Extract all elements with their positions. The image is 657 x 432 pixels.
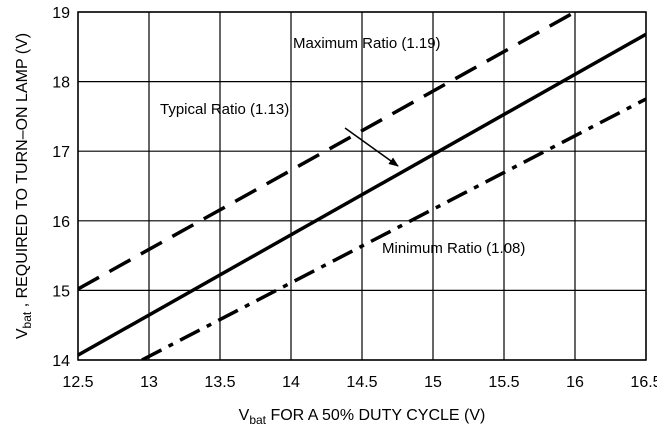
y-tick-label: 15 [52, 283, 70, 300]
x-tick-label: 14.5 [346, 374, 377, 391]
x-axis-title: Vbat FOR A 50% DUTY CYCLE (V) [239, 407, 486, 427]
y-tick-label: 17 [52, 144, 70, 161]
y-tick-label: 19 [52, 5, 70, 22]
x-tick-label: 15 [424, 374, 442, 391]
x-tick-labels: 12.5 13 13.5 14 14.5 15 15.5 16 16.5 [62, 374, 657, 391]
series-line-dashed [78, 12, 576, 291]
x-tick-label: 15.5 [488, 374, 519, 391]
y-tick-labels: 14 15 16 17 18 19 [52, 5, 70, 370]
plot-frame [77, 11, 647, 361]
y-axis-title: Vbat , REQUIRED TO TURN–ON LAMP (V) [14, 33, 34, 339]
y-tick-label: 18 [52, 75, 70, 92]
series-line-dashdot [141, 97, 646, 360]
annotation-arrow [344, 127, 399, 167]
annotation-typical-ratio: Typical Ratio (1.13) [160, 101, 289, 118]
x-tick-label: 13.5 [204, 374, 235, 391]
x-tick-label: 12.5 [62, 374, 93, 391]
x-tick-label: 16 [566, 374, 584, 391]
y-tick-label: 16 [52, 214, 70, 231]
y-tick-label: 14 [52, 353, 70, 370]
series-group [78, 12, 646, 360]
series-line-solid [78, 32, 646, 357]
annotation-maximum-ratio: Maximum Ratio (1.19) [293, 35, 441, 52]
annotation-minimum-ratio: Minimum Ratio (1.08) [382, 240, 525, 257]
x-tick-label: 14 [282, 374, 300, 391]
x-tick-label: 16.5 [630, 374, 657, 391]
x-tick-label: 13 [140, 374, 158, 391]
